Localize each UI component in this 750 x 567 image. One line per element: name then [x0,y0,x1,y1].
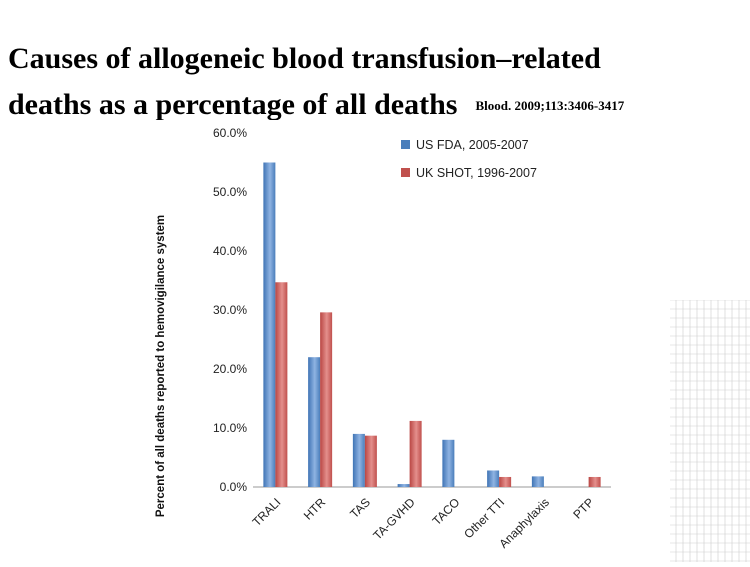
legend-label: US FDA, 2005-2007 [416,138,529,152]
bar-chart: 0.0% 10.0% 20.0% 30.0% 40.0% 50.0% 60.0% TRALI… [155,126,611,551]
bar-us-fda [263,162,276,487]
bar-us-fda [308,357,321,487]
citation: Blood. 2009;113:3406-3417 [475,98,625,113]
x-tick-label: PTP [570,495,596,521]
bar-uk-shot [275,282,288,487]
x-tick-label: TACO [430,495,463,528]
y-tick-label: 30.0% [213,303,247,317]
bar-uk-shot [499,476,512,487]
bar-us-fda [442,439,455,487]
y-axis-ticks: 0.0% 10.0% 20.0% 30.0% 40.0% 50.0% 60.0% [213,126,247,494]
x-tick-label: TAS [347,495,373,521]
title-line-1: Causes of allogeneic blood transfusion–r… [8,42,601,75]
y-tick-label: 0.0% [220,480,248,494]
y-tick-label: 60.0% [213,126,247,140]
bar-uk-shot [409,420,422,487]
chart-container: 0.0% 10.0% 20.0% 30.0% 40.0% 50.0% 60.0% TRALI… [150,120,670,562]
y-tick-label: 20.0% [213,362,247,376]
bar-uk-shot [320,312,333,487]
y-tick-label: 40.0% [213,244,247,258]
x-tick-label: TA-GVHD [370,495,418,543]
x-tick-label: Other TTI [461,495,507,541]
legend-label: UK SHOT, 1996-2007 [416,166,537,180]
legend: US FDA, 2005-2007 UK SHOT, 1996-2007 [401,138,537,180]
bar-us-fda [487,470,500,487]
y-tick-label: 10.0% [213,421,247,435]
bars [253,162,611,488]
x-tick-label: HTR [301,495,329,523]
y-tick-label: 50.0% [213,185,247,199]
y-axis-title: Percent of all deaths reported to hemovi… [155,215,167,517]
bar-uk-shot [364,435,377,487]
title-line-2: deaths as a percentage of all deaths [8,88,458,121]
bar-us-fda [352,433,365,487]
bar-us-fda [397,484,410,487]
x-tick-label: TRALI [250,495,284,529]
decorative-building-image [668,300,750,562]
legend-swatch [401,168,410,177]
legend-swatch [401,140,410,149]
bar-uk-shot [588,476,601,487]
slide-title: Causes of allogeneic blood transfusion–r… [8,36,748,129]
bar-us-fda [531,476,544,487]
